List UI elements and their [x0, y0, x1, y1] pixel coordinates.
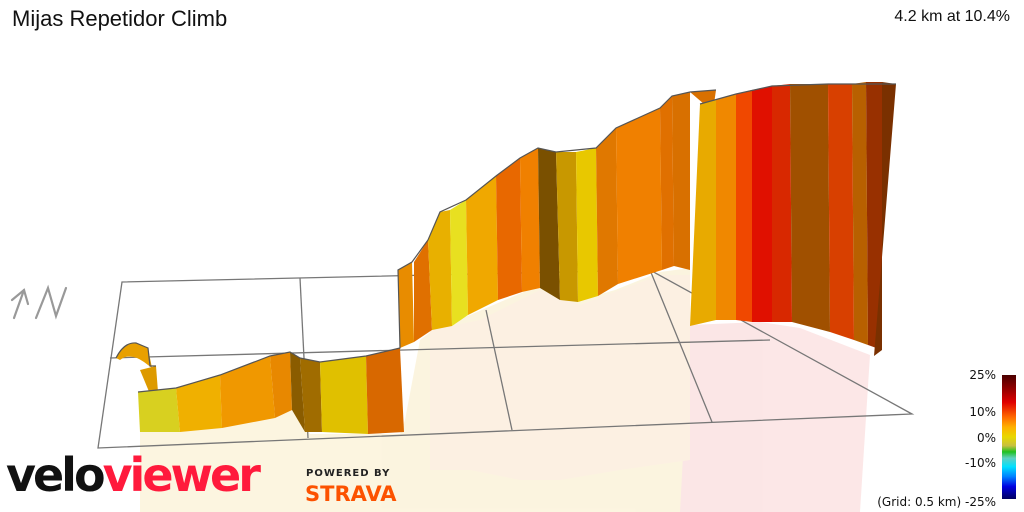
strava-logo[interactable]: STRAVA [305, 482, 397, 506]
climb-ribbon [116, 82, 896, 434]
logo-velo: velo [6, 448, 106, 502]
ribbon-top-edge [115, 83, 896, 393]
powered-by-label: POWERED BY [306, 468, 391, 479]
legend-low-label: -10% [964, 456, 996, 470]
legend-high-label: 10% [969, 405, 996, 419]
legend-zero-label: 0% [976, 431, 996, 445]
page-title: Mijas Repetidor Climb [12, 6, 228, 31]
north-arrow-icon [10, 284, 68, 320]
veloviewer-logo[interactable]: veloviewer [6, 452, 261, 498]
ribbon-reflection [140, 268, 870, 512]
gradient-color-scale [1002, 375, 1016, 499]
legend-max-label: 25% [969, 368, 996, 382]
logo-viewer: viewer [102, 448, 261, 502]
climb-stats: 4.2 km at 10.4% [894, 8, 1010, 25]
legend-min-label: (Grid: 0.5 km) -25% [877, 495, 996, 509]
